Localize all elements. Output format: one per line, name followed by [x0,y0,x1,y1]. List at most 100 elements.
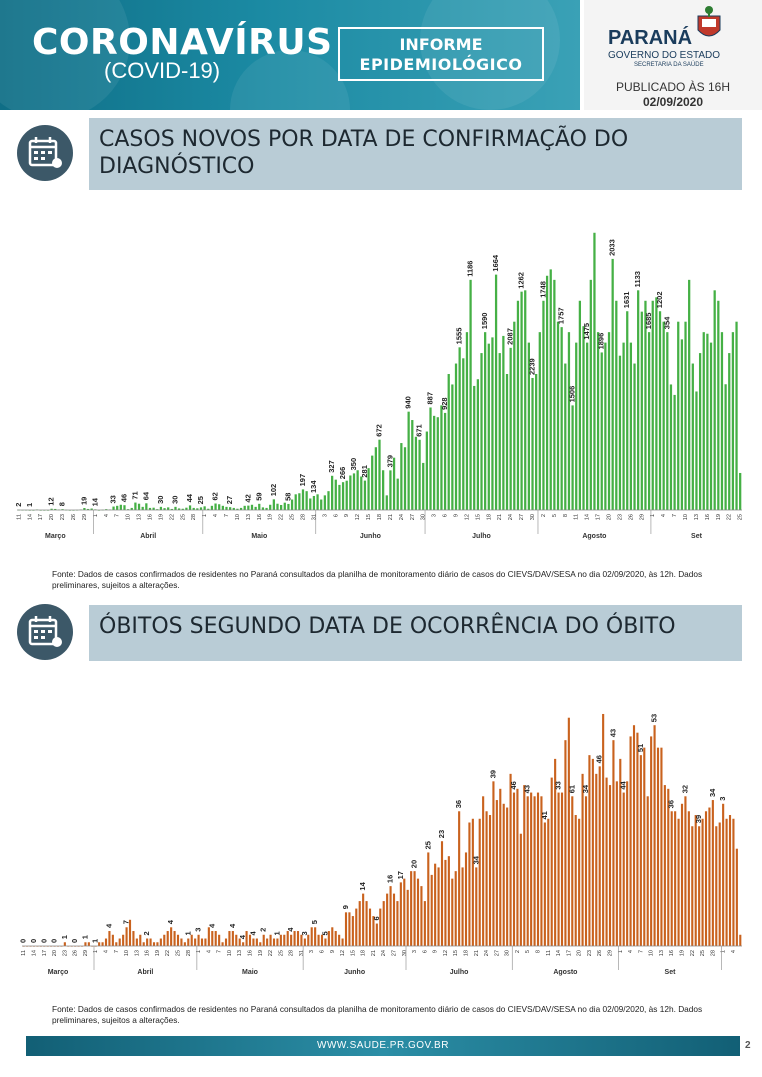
bar [451,384,454,510]
bar [651,300,654,510]
bar [464,852,468,946]
bar [159,938,162,946]
bar [706,333,709,510]
bar [341,482,345,510]
bar [211,931,214,946]
month-label: Março [48,969,69,976]
bar [407,411,410,510]
bar [331,927,334,946]
bar [526,796,529,946]
x-tick-label: 29 [607,950,613,956]
bar [374,447,377,510]
x-tick-label: 10 [124,950,130,956]
x-tick-label: 13 [246,514,252,520]
bar [605,777,608,946]
bar [655,297,658,510]
x-tick-label: 9 [433,950,439,953]
bar [473,385,476,510]
month-label: Maio [242,969,258,976]
footer-url[interactable]: WWW.SAUDE.PR.GOV.BR [317,1040,449,1051]
data-label: 30 [170,496,179,504]
bar [527,342,530,510]
bar [640,311,643,510]
bar [482,796,485,946]
x-tick-label: 1 [202,514,208,517]
page-subtitle: (COVID-19) [104,58,221,83]
bar [396,478,399,510]
bar [355,908,358,946]
bar [399,882,402,946]
bar [204,938,207,946]
x-tick-label: 2 [541,514,547,517]
bar [478,818,481,946]
bar [643,747,646,946]
bar [413,871,416,946]
cases-chart: 2 1 12 8 19 14 33 46 71 64 30 30 44 25 62 27 42 591025819… [14,232,744,540]
bar [159,506,163,510]
bar [301,489,305,510]
data-label: 44 [619,780,628,789]
bar [331,475,334,510]
bar [513,321,516,510]
x-tick-label: 21 [497,514,503,520]
data-label: 1896 [597,333,606,350]
bar [658,311,662,510]
bar [626,311,629,510]
x-tick-label: 8 [563,514,569,517]
bar [553,279,556,510]
bar [351,916,354,946]
bar [156,942,159,946]
bar [547,818,550,946]
bar [276,938,279,946]
page-number: 2 [745,1040,751,1051]
data-label: 43 [608,729,617,737]
data-label: 34 [708,788,717,797]
bar [242,942,245,946]
x-tick-label: 17 [38,514,44,520]
x-tick-label: 4 [731,950,737,953]
x-tick-label: 22 [279,514,285,520]
x-tick-label: 6 [422,950,428,953]
bar [400,443,403,510]
bar [180,938,183,946]
bar [145,503,148,510]
bar [181,508,184,510]
data-label: 1262 [517,272,526,289]
bar [622,342,625,510]
data-label: 1475 [582,323,591,340]
x-tick-label: 28 [710,950,716,956]
bar [670,811,673,946]
bar [524,290,527,510]
bar [221,505,224,510]
bar [128,919,132,946]
bar [637,290,640,510]
bar [492,781,495,946]
data-label: 4 [207,923,216,928]
x-tick-label: 20 [577,950,583,956]
bar [235,934,238,946]
data-label: 43 [523,785,532,793]
cases-source-note: Fonte: Dados de casos confirmados de res… [52,569,703,590]
x-tick-label: 10 [683,514,689,520]
data-label: 2087 [506,328,515,345]
data-label: 12 [47,497,56,505]
x-tick-label: 14 [556,950,562,956]
data-label: 266 [338,467,347,480]
x-tick-label: 26 [628,514,634,520]
data-label: 14 [358,881,367,890]
data-label: 4 [104,923,113,928]
bar [101,942,104,946]
bar [229,507,232,510]
bar [444,859,447,946]
x-tick-label: 7 [638,950,644,953]
x-tick-label: 22 [690,950,696,956]
bar [177,508,181,510]
bar [403,878,406,946]
x-tick-label: 25 [278,950,284,956]
bar [465,332,469,510]
bar [644,300,647,510]
data-label: 672 [374,424,383,437]
bar [298,493,301,510]
bar [437,867,440,946]
bar [469,279,472,510]
